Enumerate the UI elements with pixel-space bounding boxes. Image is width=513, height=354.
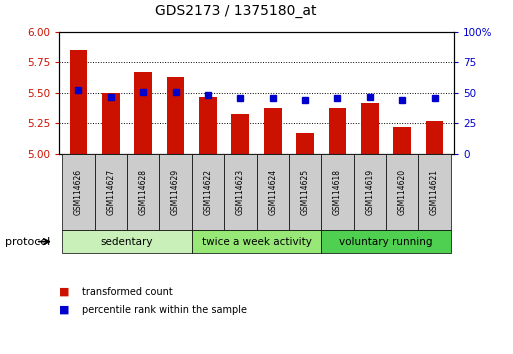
- Text: GSM114623: GSM114623: [236, 169, 245, 215]
- Bar: [127, 154, 160, 230]
- Bar: [296, 133, 314, 154]
- Bar: [192, 154, 224, 230]
- Bar: [62, 230, 192, 253]
- Text: GDS2173 / 1375180_at: GDS2173 / 1375180_at: [155, 4, 317, 18]
- Text: GSM114625: GSM114625: [301, 169, 309, 215]
- Text: transformed count: transformed count: [82, 287, 173, 297]
- Bar: [224, 154, 256, 230]
- Text: ■: ■: [59, 287, 69, 297]
- Bar: [160, 154, 192, 230]
- Bar: [102, 93, 120, 154]
- Bar: [393, 127, 411, 154]
- Text: ■: ■: [59, 305, 69, 315]
- Bar: [167, 77, 185, 154]
- Bar: [328, 108, 346, 154]
- Text: GSM114620: GSM114620: [398, 169, 407, 215]
- Bar: [289, 154, 321, 230]
- Bar: [70, 50, 87, 154]
- Text: sedentary: sedentary: [101, 236, 153, 247]
- Bar: [419, 154, 451, 230]
- Bar: [231, 114, 249, 154]
- Text: GSM114618: GSM114618: [333, 169, 342, 215]
- Bar: [134, 72, 152, 154]
- Bar: [192, 230, 321, 253]
- Bar: [321, 230, 451, 253]
- Text: voluntary running: voluntary running: [339, 236, 433, 247]
- Bar: [256, 154, 289, 230]
- Text: GSM114622: GSM114622: [204, 169, 212, 215]
- Bar: [264, 108, 282, 154]
- Bar: [62, 154, 94, 230]
- Bar: [426, 121, 443, 154]
- Text: GSM114628: GSM114628: [139, 169, 148, 215]
- Bar: [94, 154, 127, 230]
- Bar: [199, 97, 217, 154]
- Text: protocol: protocol: [5, 236, 50, 247]
- Text: percentile rank within the sample: percentile rank within the sample: [82, 305, 247, 315]
- Bar: [353, 154, 386, 230]
- Bar: [386, 154, 419, 230]
- Text: GSM114621: GSM114621: [430, 169, 439, 215]
- Bar: [321, 154, 353, 230]
- Bar: [361, 103, 379, 154]
- Text: GSM114629: GSM114629: [171, 169, 180, 215]
- Text: GSM114624: GSM114624: [268, 169, 277, 215]
- Text: GSM114626: GSM114626: [74, 169, 83, 215]
- Text: GSM114627: GSM114627: [106, 169, 115, 215]
- Text: GSM114619: GSM114619: [365, 169, 374, 215]
- Text: twice a week activity: twice a week activity: [202, 236, 311, 247]
